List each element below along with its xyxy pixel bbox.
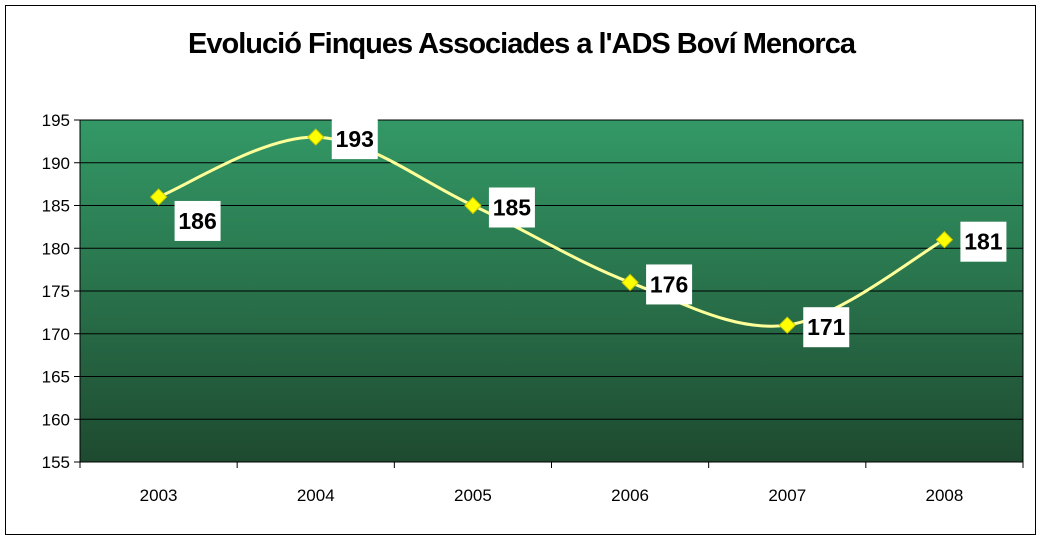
data-label: 171 bbox=[807, 314, 846, 340]
data-label-box bbox=[331, 119, 378, 160]
data-point-marker bbox=[621, 273, 639, 292]
data-label-box bbox=[803, 307, 850, 348]
x-tick-label: 2007 bbox=[768, 486, 806, 505]
line-chart: 155 160 165 170 175 180 185 190 195 2003 2004 2005… bbox=[42, 111, 1024, 505]
data-point-marker bbox=[149, 188, 168, 206]
data-label: 181 bbox=[964, 229, 1003, 255]
data-point-marker bbox=[307, 128, 325, 146]
y-tick-label: 160 bbox=[42, 410, 70, 429]
x-tick-label: 2005 bbox=[454, 486, 492, 505]
y-tick-label: 170 bbox=[42, 325, 70, 344]
data-label-box bbox=[960, 221, 1007, 262]
y-tick-label: 190 bbox=[42, 154, 70, 173]
data-label-box bbox=[488, 187, 535, 228]
data-point-marker bbox=[778, 316, 796, 334]
x-tick-label: 2008 bbox=[926, 486, 964, 505]
y-tick-label: 175 bbox=[42, 282, 70, 301]
data-point-marker bbox=[935, 230, 954, 249]
x-tick-label: 2006 bbox=[611, 486, 649, 505]
data-label-box bbox=[174, 200, 221, 241]
data-label: 185 bbox=[493, 195, 532, 221]
x-tick-label: 2003 bbox=[140, 486, 178, 505]
y-tick-label: 165 bbox=[42, 368, 70, 387]
data-label: 193 bbox=[336, 126, 374, 152]
y-tick-label: 155 bbox=[42, 453, 70, 472]
chart-title: Evolució Finques Associades a l'ADS Boví… bbox=[188, 28, 856, 60]
y-tick-label: 180 bbox=[42, 239, 70, 258]
y-tick-label: 185 bbox=[42, 197, 70, 216]
y-tick-label: 195 bbox=[42, 111, 70, 130]
data-point-marker bbox=[464, 196, 482, 215]
data-label: 186 bbox=[178, 208, 216, 234]
data-label: 176 bbox=[650, 271, 688, 297]
x-tick-label: 2004 bbox=[297, 486, 335, 505]
data-label-box bbox=[646, 264, 693, 305]
